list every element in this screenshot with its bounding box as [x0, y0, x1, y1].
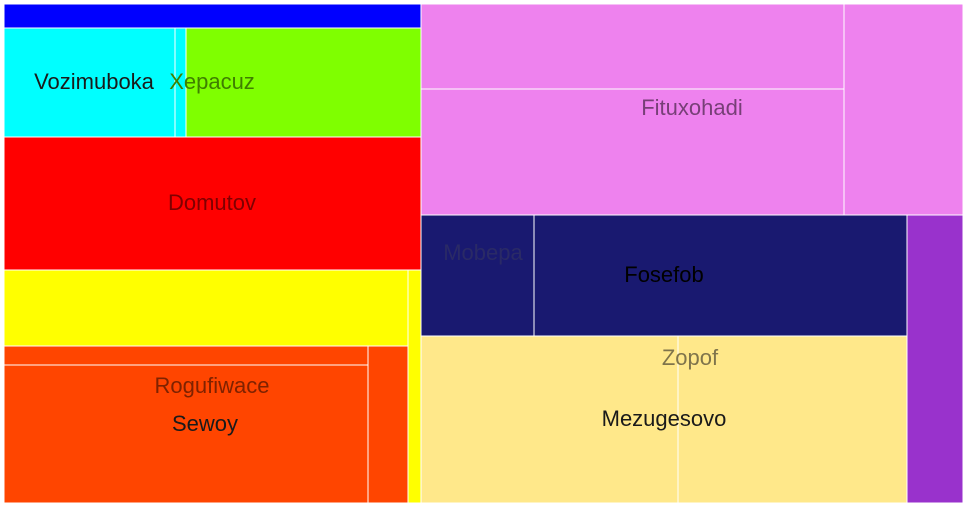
treemap-tile-fituxohadi — [420, 88, 845, 216]
treemap-label-rogufiwace: Rogufiwace — [155, 373, 270, 398]
treemap-tile-1 — [3, 3, 422, 29]
treemap-label-fosefob: Fosefob — [624, 262, 704, 287]
treemap-tile-4 — [3, 269, 409, 347]
treemap-label-mobepa: Mobepa — [443, 240, 523, 265]
treemap-tile-8 — [843, 3, 964, 216]
treemap-label-xepacuz: Xepacuz — [169, 69, 255, 94]
treemap-label-sewoy: Sewoy — [172, 411, 238, 436]
treemap-tile-10 — [906, 214, 964, 504]
treemap-label-mezugesovo: Mezugesovo — [602, 406, 727, 431]
treemap-tile-domutov — [3, 136, 422, 271]
treemap-tile-6 — [367, 345, 409, 504]
treemap-tile-mobepa — [420, 214, 535, 337]
treemap-tile-sewoy — [3, 364, 369, 504]
treemap-label-domutov: Domutov — [168, 190, 256, 215]
treemap-tile-7 — [420, 3, 845, 90]
treemap-label-fituxohadi: Fituxohadi — [641, 95, 743, 120]
treemap-label-zopof: Zopof — [662, 345, 719, 370]
treemap-label-vozimuboka: Vozimuboka — [34, 69, 155, 94]
treemap-tile-mezugesovo — [677, 335, 908, 504]
treemap-tile-5 — [407, 269, 422, 504]
treemap-tile-rogufiwace — [3, 345, 369, 366]
treemap-tile-fosefob — [533, 214, 908, 337]
